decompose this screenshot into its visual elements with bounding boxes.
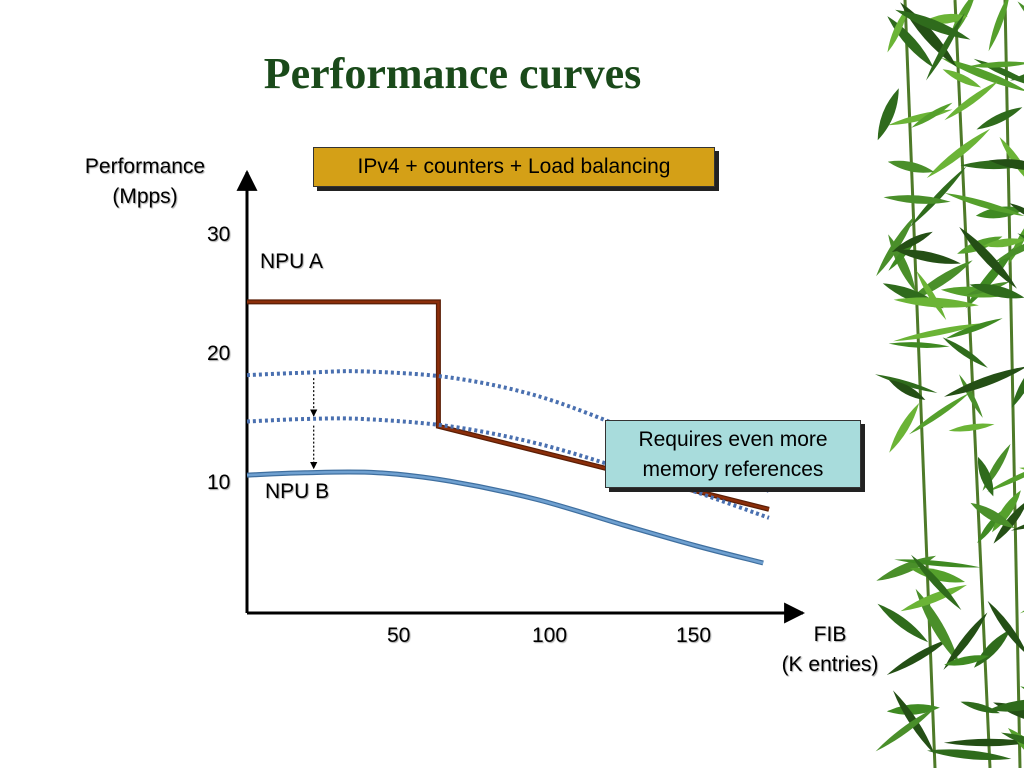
bamboo-leaf — [945, 318, 1003, 339]
bamboo-leaf — [888, 237, 918, 271]
annotation-top-box: IPv4 + counters + Load balancing — [313, 147, 715, 187]
bamboo-leaf — [942, 337, 988, 368]
bamboo-leaf — [883, 195, 951, 204]
bamboo-leaf — [888, 342, 950, 348]
bamboo-leaf — [886, 638, 950, 675]
x-tick-label: 50 — [387, 624, 411, 647]
bamboo-leaf — [907, 260, 973, 303]
bamboo-leaf — [959, 226, 1017, 289]
bamboo-leaf — [994, 234, 1024, 262]
bamboo-leaf — [926, 13, 965, 81]
bamboo-leaf — [887, 6, 908, 53]
bamboo-leaf — [960, 701, 1000, 714]
bamboo-leaf — [970, 502, 1015, 529]
bamboo-leaf — [927, 749, 1012, 761]
bamboo-leaf — [882, 283, 944, 309]
bamboo-leaf — [944, 193, 1024, 217]
bamboo-leaf — [1001, 732, 1024, 753]
bamboo-leaf — [989, 159, 1024, 171]
y-axis-label-line2: (Mpps) — [112, 185, 178, 208]
bamboo-leaf — [926, 128, 991, 178]
bamboo-leaf — [909, 392, 970, 435]
bamboo-leaf — [1009, 203, 1024, 224]
bamboo-leaf — [911, 554, 962, 611]
bamboo-leaf — [894, 249, 961, 264]
bamboo-leaf — [943, 738, 1024, 747]
y-axis-label-line1: Performance — [84, 155, 206, 178]
bamboo-leaf — [915, 588, 960, 665]
bamboo-leaf — [888, 234, 916, 292]
x-tick-label: 150 — [676, 624, 712, 647]
bamboo-leaf — [941, 57, 1024, 92]
bamboo-leaf — [993, 500, 1024, 544]
bamboo-leaf — [976, 107, 1023, 130]
series-line-npu-a — [247, 300, 770, 511]
bamboo-leaf — [875, 374, 938, 393]
bamboo-leaf — [889, 403, 920, 453]
annotation-callout-box: Requires even more memory references — [605, 420, 861, 488]
bamboo-stalk — [903, 0, 937, 768]
x-axis-label: FIB (K entries) — [755, 620, 905, 680]
bamboo-leaf — [942, 69, 982, 88]
series-label-npu-b: NPU B — [265, 480, 330, 503]
bamboo-leaf — [877, 88, 899, 141]
annotation-callout-line1: Requires even more — [638, 428, 828, 451]
bamboo-leaf — [1011, 361, 1024, 408]
bamboo-leaf — [893, 297, 979, 308]
bamboo-leaf — [988, 699, 1024, 712]
page-title: Performance curves — [263, 49, 642, 98]
bamboo-leaf — [887, 160, 935, 173]
bamboo-leaf — [944, 366, 1024, 397]
x-axis-label-line1: FIB — [813, 623, 847, 646]
bamboo-leaf — [987, 462, 1024, 492]
bamboo-leaf — [943, 612, 988, 670]
bamboo-leaf — [975, 206, 1024, 219]
bamboo-leaf — [875, 707, 936, 752]
series-line-dotted — [246, 416, 770, 520]
bamboo-leaf — [900, 584, 967, 612]
bamboo-leaf — [893, 323, 984, 342]
bamboo-leaf — [968, 61, 1024, 68]
bamboo-leaf — [888, 380, 926, 401]
x-axis-label-line2: (K entries) — [781, 653, 879, 676]
bamboo-leaf — [877, 603, 929, 643]
bamboo-leaf — [911, 102, 953, 128]
bamboo-leaf — [944, 655, 990, 666]
bamboo-leaf — [977, 456, 994, 497]
bamboo-leaf — [891, 231, 933, 252]
series-line-npu-b — [246, 470, 764, 565]
y-tick-label: 20 — [207, 342, 231, 365]
bamboo-leaf — [916, 270, 947, 321]
bamboo-leaf — [948, 423, 995, 432]
bamboo-leaf — [983, 238, 1024, 248]
bamboo-leaf — [988, 0, 1010, 52]
bamboo-leaf — [969, 283, 1024, 299]
x-tick-label: 100 — [532, 624, 568, 647]
y-axis-label: Performance (Mpps) — [60, 152, 230, 212]
bamboo-leaf — [944, 81, 999, 121]
y-tick-label: 10 — [207, 471, 231, 494]
bamboo-leaf — [987, 600, 1024, 656]
bamboo-leaf — [959, 374, 983, 418]
series-label-npu-a: NPU A — [260, 250, 324, 273]
bamboo-leaf — [887, 109, 953, 126]
y-tick-label: 30 — [207, 223, 231, 246]
annotation-callout-line2: memory references — [642, 458, 824, 481]
bamboo-leaf — [909, 166, 967, 228]
